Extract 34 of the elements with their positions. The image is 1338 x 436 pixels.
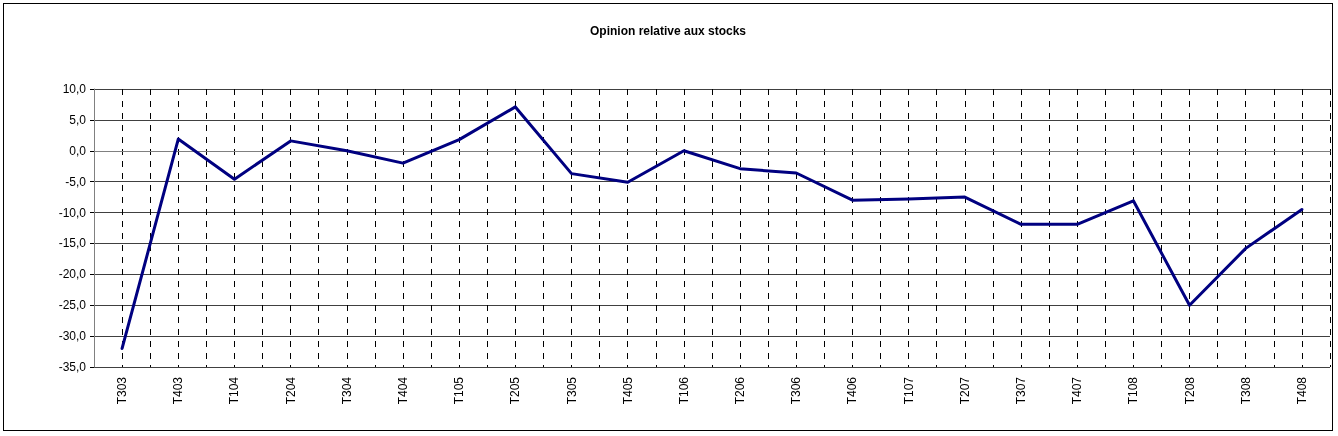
- x-tick-label: T108: [1126, 376, 1141, 405]
- x-tick-label: T208: [1182, 376, 1197, 405]
- x-tick-label: T205: [508, 376, 523, 405]
- y-tick-label: -20,0: [58, 267, 87, 282]
- x-tick-label: T303: [115, 376, 130, 405]
- chart-title: Opinion relative aux stocks: [589, 24, 747, 38]
- y-tick-label: -30,0: [58, 329, 87, 344]
- y-tick-label: -15,0: [58, 236, 87, 251]
- x-tick-label: T308: [1238, 376, 1253, 405]
- x-tick-label: T206: [733, 376, 748, 405]
- x-tick-label: T104: [227, 376, 242, 405]
- y-tick-label: -35,0: [58, 360, 87, 374]
- x-tick-label: T106: [676, 376, 691, 405]
- y-tick-label: -5,0: [65, 174, 87, 189]
- x-tick-label: T404: [396, 376, 410, 405]
- x-tick-label: T407: [1070, 376, 1085, 405]
- x-tick-label: T207: [957, 376, 972, 405]
- x-tick-label: T406: [845, 376, 860, 405]
- y-tick-label: 5,0: [69, 112, 87, 127]
- x-tick-label: T403: [171, 376, 186, 405]
- y-tick-label: 10,0: [62, 82, 87, 96]
- x-tick-label: T306: [789, 376, 804, 405]
- x-tick-label: T105: [452, 376, 467, 405]
- x-tick-label: T305: [564, 376, 579, 405]
- y-tick-label: -10,0: [58, 205, 87, 220]
- line-series: [120, 105, 1304, 350]
- y-tick-label: -25,0: [58, 298, 87, 313]
- x-tick-label: T107: [901, 376, 916, 405]
- x-tick-label: T204: [283, 376, 298, 405]
- x-tick-label: T408: [1294, 376, 1309, 405]
- x-tick-label: T304: [339, 376, 354, 405]
- x-tick-label: T307: [1014, 376, 1028, 405]
- x-tick-label: T405: [620, 376, 635, 405]
- y-tick-label: 0,0: [69, 143, 87, 158]
